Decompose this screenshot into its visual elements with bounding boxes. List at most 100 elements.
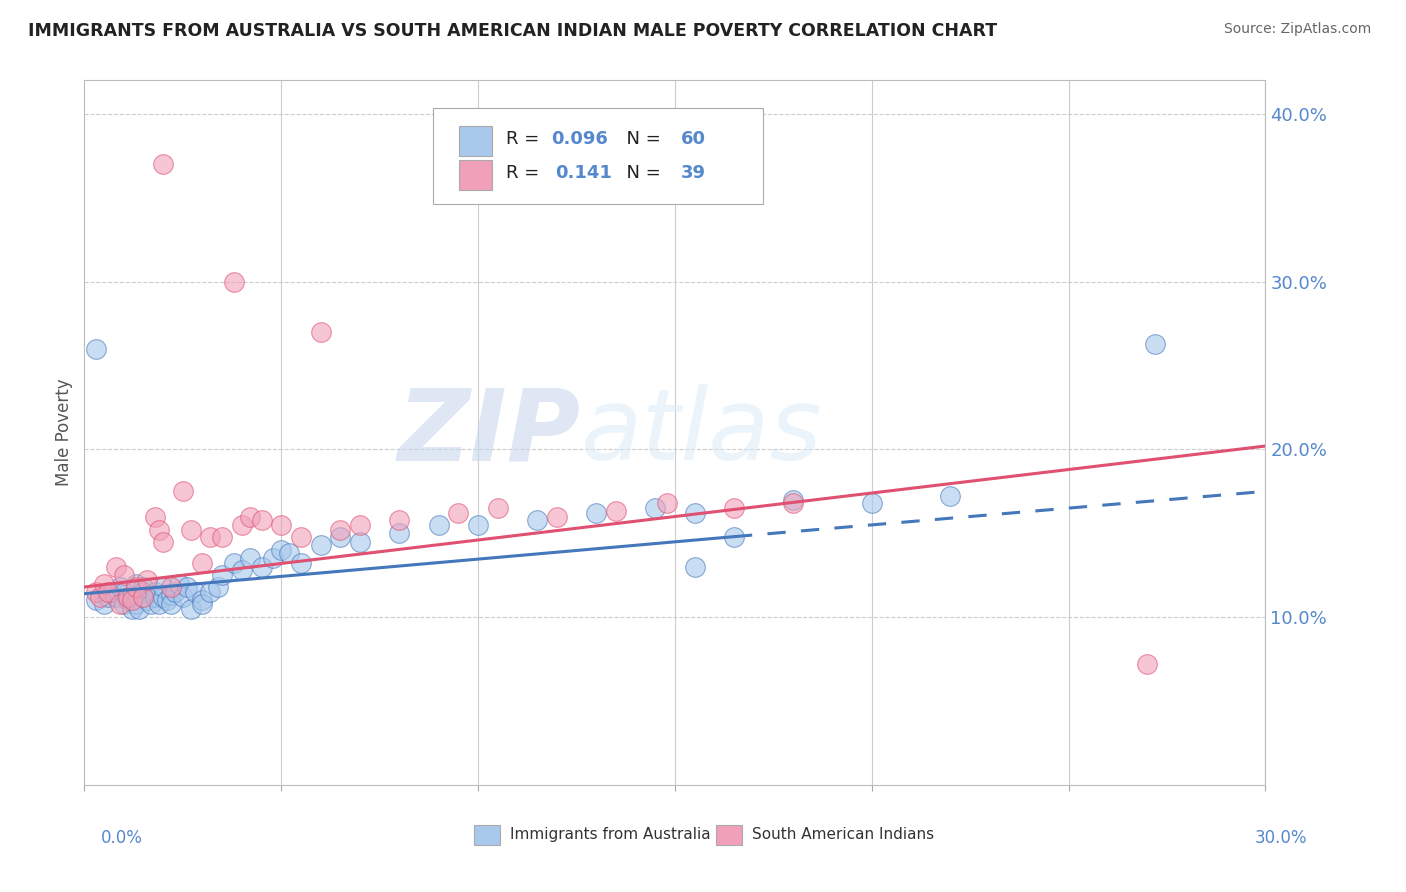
Point	[160, 597, 183, 611]
Point	[160, 588, 183, 602]
Point	[427, 517, 450, 532]
Point	[723, 530, 745, 544]
Point	[782, 496, 804, 510]
Point	[231, 563, 253, 577]
Point	[526, 513, 548, 527]
Point	[180, 523, 202, 537]
Point	[108, 597, 131, 611]
Point	[191, 557, 214, 571]
Point	[160, 580, 183, 594]
FancyBboxPatch shape	[433, 109, 763, 203]
Point	[270, 543, 292, 558]
Point	[290, 557, 312, 571]
Y-axis label: Male Poverty: Male Poverty	[55, 379, 73, 486]
Point	[239, 551, 262, 566]
Point	[211, 568, 233, 582]
Point	[152, 157, 174, 171]
Point	[329, 523, 352, 537]
Point	[117, 590, 139, 604]
Point	[349, 517, 371, 532]
Point	[231, 517, 253, 532]
Point	[200, 530, 222, 544]
Point	[349, 534, 371, 549]
Text: 0.141: 0.141	[555, 163, 613, 182]
Point	[309, 325, 332, 339]
Text: Source: ZipAtlas.com: Source: ZipAtlas.com	[1223, 22, 1371, 37]
Text: 39: 39	[681, 163, 706, 182]
Point	[121, 590, 143, 604]
Point	[89, 590, 111, 604]
Point	[121, 602, 143, 616]
Point	[939, 489, 962, 503]
Text: IMMIGRANTS FROM AUSTRALIA VS SOUTH AMERICAN INDIAN MALE POVERTY CORRELATION CHAR: IMMIGRANTS FROM AUSTRALIA VS SOUTH AMERI…	[28, 22, 997, 40]
Point	[117, 593, 139, 607]
Point	[447, 506, 470, 520]
Point	[156, 593, 179, 607]
Point	[239, 509, 262, 524]
Point	[200, 585, 222, 599]
Text: ZIP: ZIP	[398, 384, 581, 481]
Point	[124, 597, 146, 611]
Point	[222, 557, 245, 571]
Point	[1136, 657, 1159, 672]
Point	[585, 506, 607, 520]
Text: 0.096: 0.096	[551, 129, 607, 148]
Point	[132, 590, 155, 604]
Point	[388, 526, 411, 541]
Text: South American Indians: South American Indians	[752, 828, 934, 842]
Point	[84, 585, 107, 599]
Point	[167, 576, 190, 591]
Point	[683, 559, 706, 574]
Point	[143, 509, 166, 524]
Point	[101, 585, 124, 599]
Point	[172, 484, 194, 499]
Point	[183, 585, 205, 599]
Point	[329, 530, 352, 544]
Point	[93, 597, 115, 611]
Point	[136, 574, 159, 588]
Point	[309, 538, 332, 552]
Point	[148, 597, 170, 611]
Point	[124, 576, 146, 591]
Point	[143, 590, 166, 604]
Text: 0.0%: 0.0%	[101, 829, 143, 847]
Point	[84, 342, 107, 356]
Point	[546, 509, 568, 524]
Point	[132, 580, 155, 594]
Point	[683, 506, 706, 520]
Point	[644, 501, 666, 516]
Point	[222, 275, 245, 289]
Point	[270, 517, 292, 532]
Point	[112, 597, 135, 611]
Point	[104, 590, 127, 604]
Point	[128, 602, 150, 616]
Point	[152, 534, 174, 549]
Point	[141, 597, 163, 611]
Point	[388, 513, 411, 527]
Point	[84, 593, 107, 607]
Point	[290, 530, 312, 544]
Point	[262, 551, 284, 566]
Point	[180, 602, 202, 616]
Point	[211, 530, 233, 544]
Point	[191, 597, 214, 611]
Point	[124, 580, 146, 594]
Point	[143, 585, 166, 599]
Text: atlas: atlas	[581, 384, 823, 481]
Point	[655, 496, 678, 510]
Point	[278, 546, 301, 560]
Point	[148, 523, 170, 537]
Point	[605, 504, 627, 518]
Point	[486, 501, 509, 516]
Point	[132, 585, 155, 599]
Point	[97, 590, 120, 604]
Point	[152, 590, 174, 604]
Text: 30.0%: 30.0%	[1256, 829, 1308, 847]
Point	[207, 580, 229, 594]
Point	[152, 580, 174, 594]
Point	[104, 559, 127, 574]
Point	[163, 585, 186, 599]
Point	[97, 585, 120, 599]
Text: 60: 60	[681, 129, 706, 148]
Point	[93, 576, 115, 591]
